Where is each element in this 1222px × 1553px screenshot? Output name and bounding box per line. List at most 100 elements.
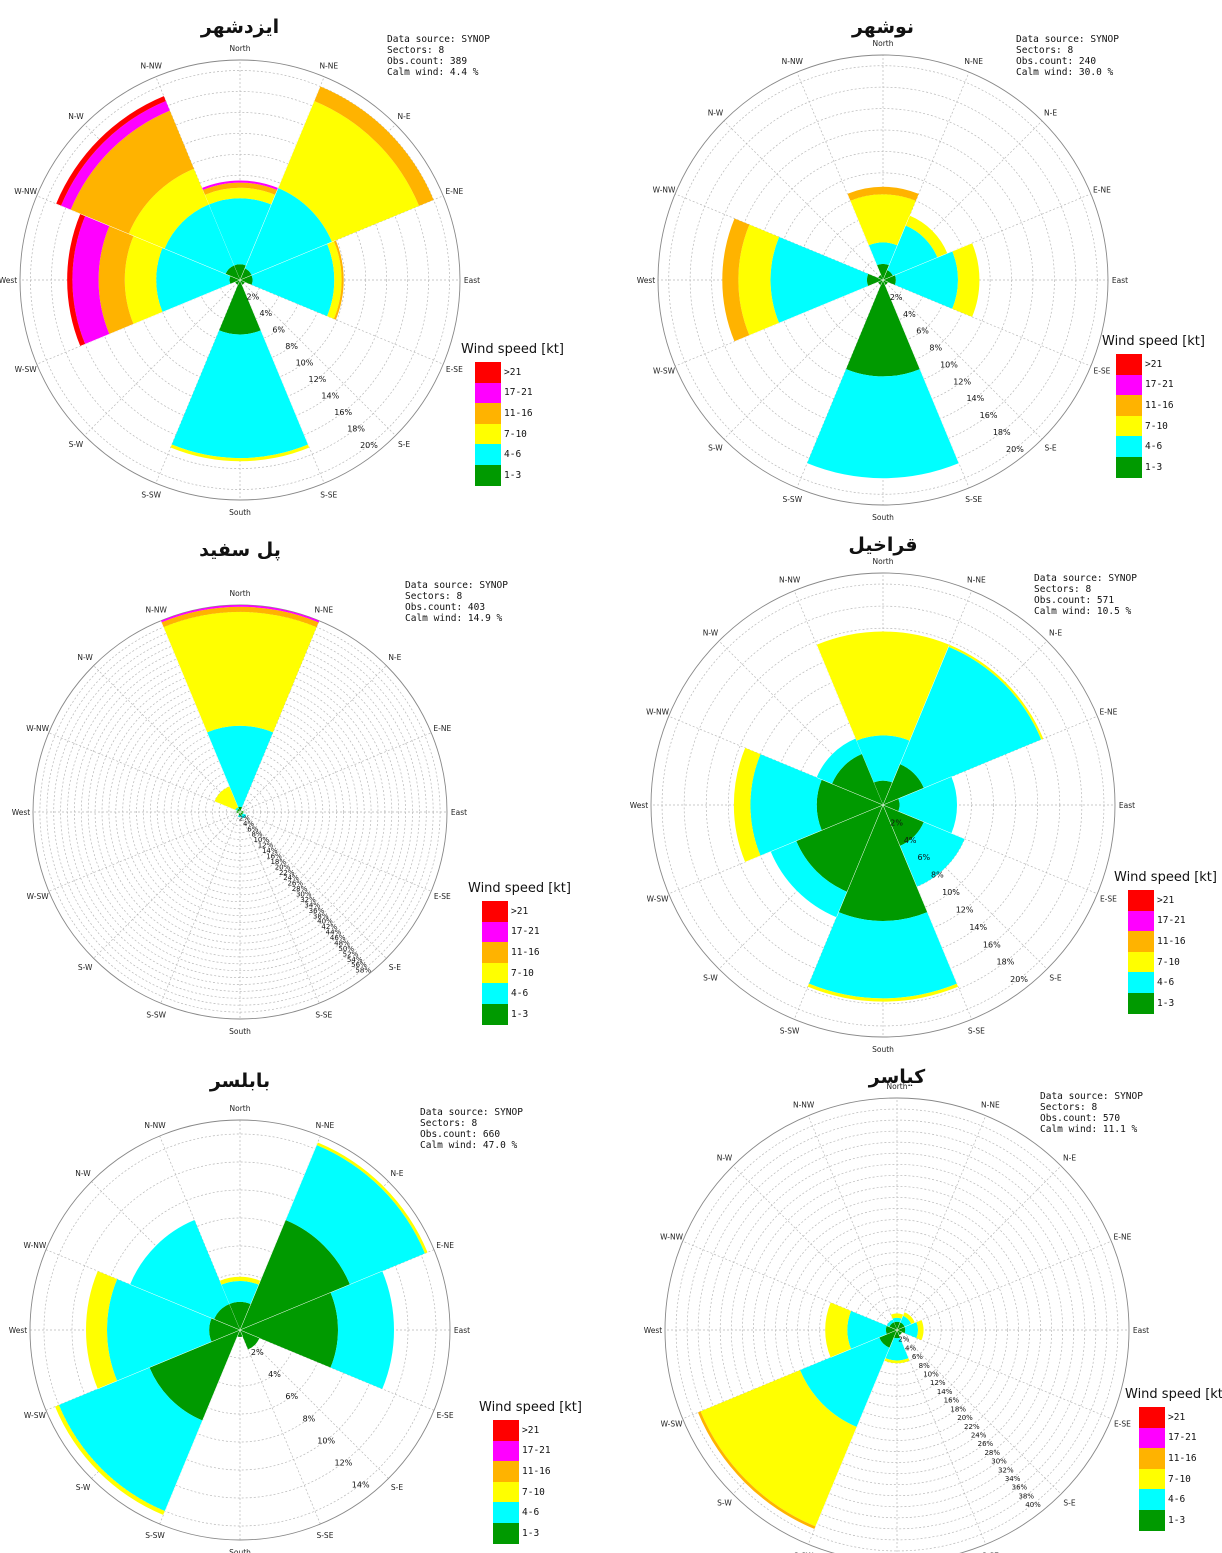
radial-tick-label: 34%	[1005, 1475, 1021, 1483]
chart-title: ایزدشهر	[200, 16, 280, 38]
sector-edge	[734, 279, 884, 342]
sector-edge	[239, 86, 321, 281]
legend-item: 7-10	[1139, 1468, 1222, 1490]
legend-swatch	[475, 423, 501, 445]
sector-edge	[882, 644, 950, 806]
grid-ring	[686, 1119, 1108, 1541]
radial-tick-label: 18%	[270, 858, 286, 866]
radial-tick-label: 16%	[980, 411, 998, 420]
legend-item: >21	[1139, 1407, 1222, 1428]
sector-band	[883, 270, 893, 280]
grid-ring	[205, 777, 275, 847]
radial-tick-label: 38%	[1018, 1492, 1034, 1500]
direction-label: N-NE	[316, 1121, 335, 1130]
legend-swatch	[1116, 436, 1142, 457]
legend-swatch	[1139, 1468, 1165, 1490]
legend-title: Wind speed [kt]	[468, 881, 571, 896]
sector-band	[883, 798, 900, 812]
legend-item: 4-6	[1116, 436, 1205, 457]
legend-label: 11-16	[1145, 399, 1174, 411]
sector-band	[235, 280, 240, 285]
direction-label: East	[454, 1326, 470, 1335]
legend-item: >21	[1116, 354, 1205, 375]
legend-swatch	[1128, 992, 1154, 1014]
sector-band	[202, 182, 278, 195]
direction-label: W-NW	[23, 1241, 46, 1250]
direction-label: S-W	[69, 440, 84, 449]
sector-east	[896, 1319, 924, 1341]
sector-edge	[816, 777, 884, 806]
sector-edge	[239, 1142, 318, 1331]
sector-band	[327, 241, 342, 319]
radial-tick-label: 34%	[304, 901, 320, 909]
sector-band	[883, 764, 924, 805]
legend-item: 11-16	[1116, 395, 1205, 416]
info-sectors: Sectors: 8	[1040, 1102, 1098, 1113]
grid-ring	[775, 1208, 1019, 1452]
radial-tick-label: 12%	[335, 1458, 353, 1467]
legend-title: Wind speed [kt]	[1125, 1387, 1222, 1402]
sector-s-e	[882, 804, 965, 887]
radial-tick-label: 8%	[929, 344, 942, 353]
radial-tick-label: 14%	[321, 392, 339, 401]
grid-ring	[72, 112, 408, 448]
sector-edge	[882, 215, 910, 281]
sector-band	[240, 280, 245, 285]
grid-spoke	[882, 279, 1043, 440]
info-source: Data source: SYNOP	[387, 34, 490, 45]
direction-label: East	[1112, 276, 1128, 285]
legend-swatch	[1128, 951, 1154, 973]
legend-label: 4-6	[1145, 441, 1163, 453]
radial-tick-label: 24%	[971, 1431, 987, 1439]
sector-west	[86, 1271, 241, 1390]
sector-band	[235, 807, 239, 811]
wind-speed-legend: Wind speed [kt] >21 17-21 11-16 7-10 4-6 1-3	[461, 342, 564, 486]
radial-tick-label: 36%	[1012, 1484, 1028, 1492]
direction-label: N-NE	[967, 576, 986, 585]
direction-label: S-E	[391, 1483, 403, 1492]
legend-title: Wind speed [kt]	[461, 342, 564, 357]
info-sectors: Sectors: 8	[1016, 45, 1074, 56]
direction-label: W-SW	[653, 367, 676, 376]
legend-label: 11-16	[504, 407, 533, 419]
radial-tick-label: 42%	[321, 923, 337, 931]
sector-band	[886, 1319, 894, 1327]
radial-tick-label: 32%	[300, 896, 316, 904]
sector-band	[816, 779, 883, 831]
chart-info: Data source: SYNOP Sectors: 8 Obs.count: 6…	[420, 1107, 523, 1151]
outer-ring	[657, 54, 1109, 506]
grid-spoke	[882, 804, 1098, 895]
grid-spoke	[239, 279, 444, 365]
grid-spoke	[896, 1329, 987, 1545]
radial-tick-label: 16%	[983, 940, 1001, 949]
sector-band	[86, 1271, 118, 1389]
sector-s-w	[235, 279, 241, 285]
radial-tick-label: 6%	[912, 1353, 923, 1361]
info-calm: Calm wind: 30.0 %	[1016, 67, 1114, 78]
radial-tick-label: 56%	[351, 961, 367, 969]
direction-label: W-NW	[646, 708, 669, 717]
radial-tick-label: 18%	[950, 1405, 966, 1413]
grid-spoke	[882, 590, 973, 806]
sector-band	[240, 275, 253, 285]
legend-label: >21	[522, 1424, 540, 1436]
radial-tick-label: 8%	[251, 831, 262, 839]
direction-label: E-SE	[446, 365, 463, 374]
grid-ring	[136, 708, 344, 916]
direction-label: South	[872, 1045, 894, 1054]
grid-ring	[819, 1252, 975, 1408]
sector-edge	[214, 801, 241, 813]
radial-tick-label: 12%	[956, 905, 974, 914]
sector-band	[825, 1302, 852, 1358]
sector-west	[733, 747, 884, 863]
chart-info: Data source: SYNOP Sectors: 8 Obs.count: 3…	[387, 34, 490, 78]
sector-s-e	[896, 1329, 903, 1336]
direction-label: S-SW	[146, 1010, 166, 1019]
direction-label: S-W	[78, 963, 93, 972]
legend-item: 11-16	[493, 1461, 582, 1482]
sector-n-w	[56, 96, 241, 281]
legend-swatch	[482, 942, 508, 963]
sector-south	[807, 804, 959, 1002]
radial-tick-label: 4%	[904, 836, 917, 845]
legend-label: >21	[1145, 358, 1163, 370]
